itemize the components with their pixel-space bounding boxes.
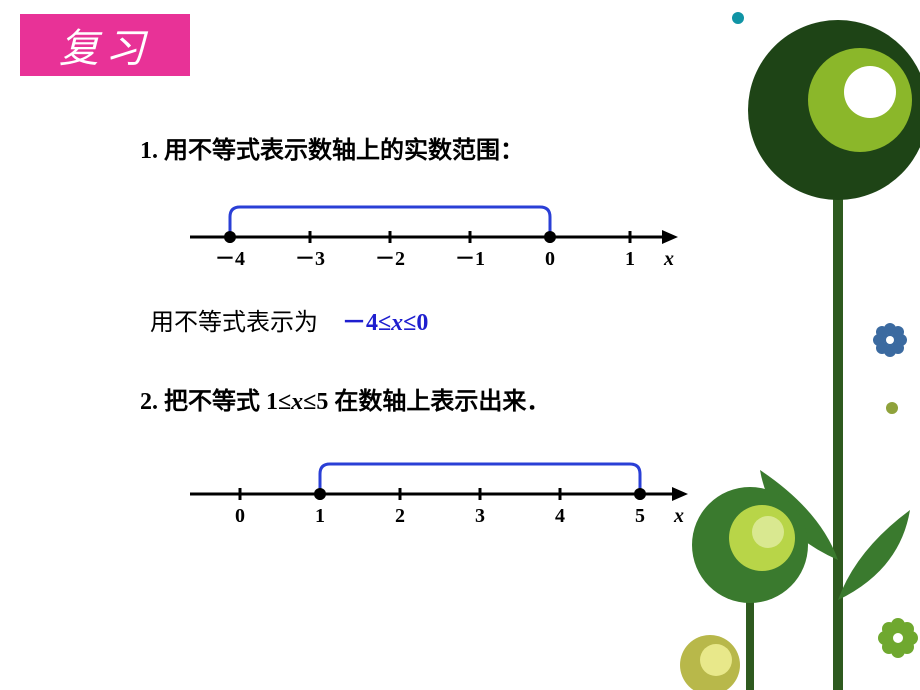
svg-text:5: 5 <box>635 505 645 527</box>
title-text: 复习 <box>59 16 151 74</box>
svg-text:0: 0 <box>235 505 245 527</box>
svg-text:3: 3 <box>475 505 485 527</box>
svg-text:0: 0 <box>545 248 555 270</box>
answer-line-1: 用不等式表示为 －4≤x≤0 <box>150 302 660 337</box>
q2-var: x <box>291 389 303 415</box>
svg-text:－2: －2 <box>375 248 405 270</box>
svg-text:－3: －3 <box>295 248 325 270</box>
content-area: 1. 用不等式表示数轴上的实数范围： －4 －3 －2 －1 0 1 x 用不等式表示为 －… <box>140 130 660 537</box>
answer-var: x <box>391 310 403 336</box>
answer-label: 用不等式表示为 <box>150 310 318 336</box>
question-2-prompt: 2. 把不等式 1≤x≤5 在数轴上表示出来． <box>140 381 660 416</box>
decorative-flowers <box>660 0 920 690</box>
q2-suffix: ≤5 在数轴上表示出来． <box>303 389 550 415</box>
svg-text:1: 1 <box>625 248 635 270</box>
title-box: 复习 <box>20 14 190 76</box>
svg-text:x: x <box>673 505 684 527</box>
svg-text:2: 2 <box>395 505 405 527</box>
answer-value: －4≤x≤0 <box>342 310 428 336</box>
answer-prefix: －4≤ <box>342 310 391 336</box>
question-1-prompt: 1. 用不等式表示数轴上的实数范围： <box>140 130 660 165</box>
svg-text:1: 1 <box>315 505 325 527</box>
svg-text:x: x <box>663 248 674 270</box>
number-line-2: 0 1 2 3 4 5 x <box>180 452 690 532</box>
svg-text:－1: －1 <box>455 248 485 270</box>
svg-text:－4: －4 <box>215 248 245 270</box>
svg-text:4: 4 <box>555 505 565 527</box>
answer-suffix: ≤0 <box>403 310 428 336</box>
number-line-1: －4 －3 －2 －1 0 1 x <box>180 195 680 275</box>
q2-prefix: 2. 把不等式 1≤ <box>140 389 291 415</box>
